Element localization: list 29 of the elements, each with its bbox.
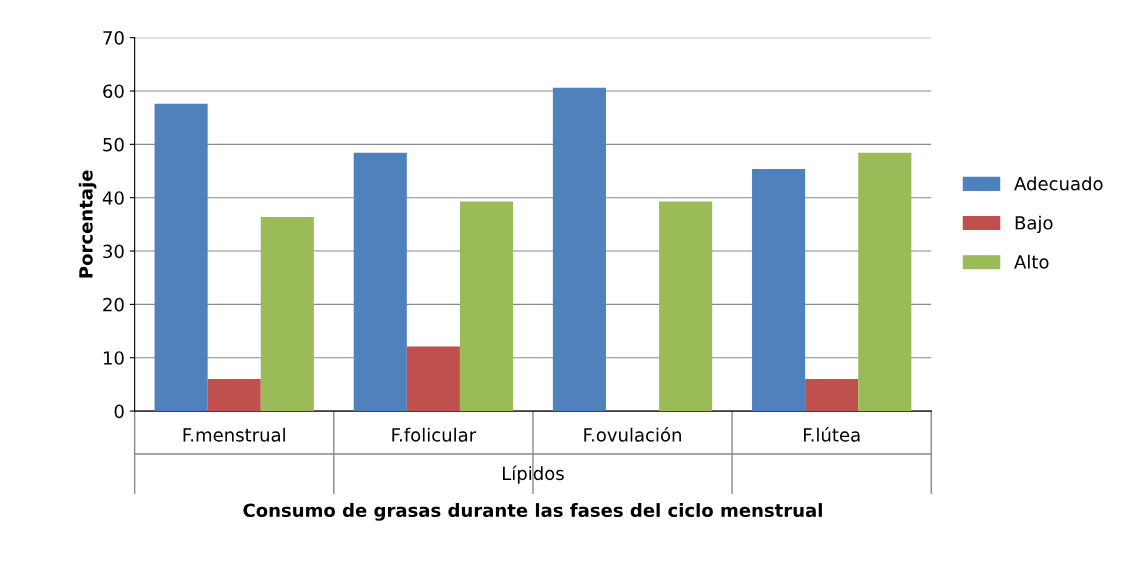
x-tick-label: F.lútea [803, 427, 860, 442]
bar [752, 168, 806, 412]
bar [805, 379, 859, 412]
bar [353, 152, 407, 412]
legend-label: Adecuado [1014, 176, 1103, 191]
y-tick-label: 0 [114, 404, 124, 419]
bar [406, 346, 460, 412]
bar [858, 152, 912, 412]
y-tick-label: 50 [103, 137, 124, 152]
x-tick-label: F.folicular [392, 427, 477, 442]
bar [552, 87, 606, 412]
bar [659, 201, 713, 412]
y-tick-label: 20 [103, 297, 124, 312]
y-tick-label: 70 [103, 31, 124, 45]
bar [154, 103, 208, 412]
bar [459, 201, 514, 412]
bar [260, 216, 314, 412]
x-axis-title: Lípidos [502, 465, 564, 484]
legend-label: Bajo [1015, 215, 1053, 234]
x-tick-label: F.menstrual [183, 427, 285, 442]
bar [207, 379, 261, 412]
y-tick-label: 10 [103, 351, 124, 365]
y-tick-label: 30 [103, 244, 124, 259]
y-axis-title: Porcentaje [78, 170, 97, 278]
y-tick-label: 40 [102, 191, 124, 205]
text: Consumo de grasas durante las fases del ciclo menstrual [243, 503, 822, 521]
y-tick-label: 60 [103, 84, 124, 99]
x-tick-label: F.ovulación [584, 427, 681, 442]
legend-label: Alto [1014, 254, 1049, 269]
